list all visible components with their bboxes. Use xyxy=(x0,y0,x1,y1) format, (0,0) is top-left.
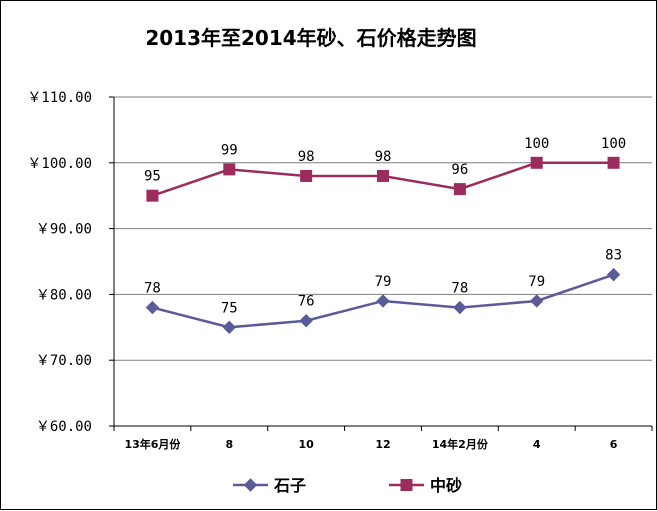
legend: 石子 中砂 xyxy=(233,476,462,495)
data-label-gravel: 78 xyxy=(451,281,468,297)
y-tick-label: ￥100.00 xyxy=(27,156,92,172)
x-tick-label: 14年2月份 xyxy=(432,437,489,451)
data-label-sand: 96 xyxy=(451,162,468,178)
series-lines xyxy=(145,156,621,335)
data-label-sand: 99 xyxy=(221,142,238,158)
data-point-sand xyxy=(223,163,236,176)
legend-marker-sand xyxy=(400,479,413,491)
data-label-sand: 98 xyxy=(375,149,392,165)
data-point-sand xyxy=(530,156,543,169)
data-point-gravel xyxy=(222,320,236,335)
legend-label-gravel: 石子 xyxy=(273,476,306,495)
data-point-gravel xyxy=(530,294,544,308)
y-tick-label: ￥70.00 xyxy=(36,353,92,369)
y-axis-tick-labels: ￥60.00 ￥70.00 ￥80.00 ￥90.00 ￥100.00 ￥110.00 xyxy=(27,90,92,435)
data-point-sand xyxy=(607,156,620,169)
data-point-sand xyxy=(377,169,389,182)
data-labels: 78 75 76 79 78 79 83 95 99 98 98 96 100 100 xyxy=(144,136,626,316)
y-tick-label: ￥60.00 xyxy=(36,419,92,435)
x-tick-label: 4 xyxy=(533,438,541,451)
data-label-sand: 100 xyxy=(524,136,549,152)
data-label-gravel: 79 xyxy=(528,274,545,290)
data-point-sand xyxy=(300,169,313,182)
data-point-gravel xyxy=(145,300,160,315)
axes xyxy=(109,96,653,431)
x-axis-tick-labels: 13年6月份 8 10 12 14年2月份 4 6 xyxy=(124,437,617,451)
data-label-gravel: 79 xyxy=(375,274,392,290)
y-tick-label: ￥110.00 xyxy=(27,90,92,106)
x-tick-label: 6 xyxy=(610,438,618,451)
x-tick-label: 13年6月份 xyxy=(124,437,181,451)
data-label-sand: 98 xyxy=(298,149,315,165)
data-point-sand xyxy=(453,183,466,196)
data-label-sand: 100 xyxy=(601,136,626,152)
legend-label-sand: 中砂 xyxy=(430,476,462,495)
y-tick-label: ￥80.00 xyxy=(36,287,92,303)
grid-lines xyxy=(114,96,652,361)
x-tick-label: 12 xyxy=(375,438,390,451)
data-label-sand: 95 xyxy=(144,169,161,185)
data-label-gravel: 78 xyxy=(144,281,161,297)
legend-marker-gravel xyxy=(243,478,258,492)
data-point-gravel xyxy=(453,300,467,315)
data-label-gravel: 75 xyxy=(221,300,238,316)
chart-title: 2013年至2014年砂、石价格走势图 xyxy=(145,26,476,50)
y-tick-label: ￥90.00 xyxy=(36,222,92,238)
data-label-gravel: 83 xyxy=(605,248,622,264)
data-point-gravel xyxy=(376,294,390,308)
data-point-gravel xyxy=(606,267,621,282)
data-label-gravel: 76 xyxy=(298,294,315,310)
x-tick-label: 8 xyxy=(225,438,233,451)
data-point-gravel xyxy=(299,314,313,328)
x-tick-label: 10 xyxy=(298,438,314,451)
data-point-sand xyxy=(146,189,159,202)
